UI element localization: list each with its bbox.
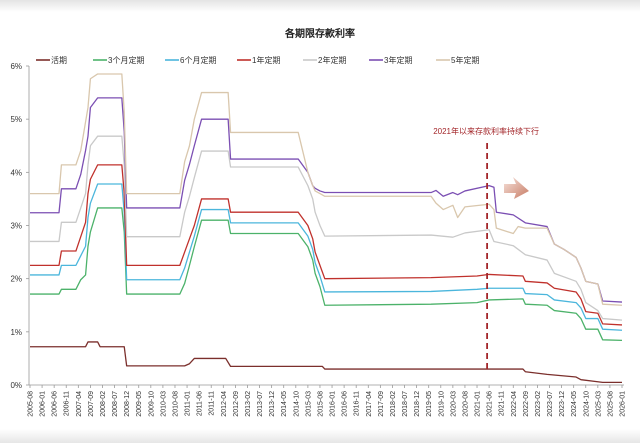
- x-tick-label: 2022-04: [511, 391, 518, 417]
- bottom-shade: [0, 429, 640, 443]
- x-tick-label: 2014-10: [293, 391, 300, 417]
- x-tick-label: 2023-02: [535, 391, 542, 417]
- x-tick-label: 2015-03: [305, 391, 312, 417]
- x-tick-label: 2005-08: [28, 391, 35, 417]
- x-tick-label: 2012-09: [233, 391, 240, 417]
- x-tick-label: 2024-10: [583, 391, 590, 417]
- annotation-text: 2021年以来存款利率持续下行: [433, 126, 539, 136]
- x-tick-label: 2016-11: [354, 391, 361, 416]
- x-tick-label: 2006-11: [64, 391, 71, 416]
- legend-label: 3年定期: [384, 55, 412, 65]
- x-tick-label: 2018-07: [402, 391, 409, 417]
- legend-label: 活期: [51, 55, 67, 65]
- x-tick-label: 2026-01: [620, 391, 627, 417]
- chart-title: 各期限存款利率: [285, 29, 355, 40]
- x-tick-label: 2021-01: [475, 391, 482, 417]
- x-tick-label: 2010-08: [172, 391, 179, 417]
- x-tick-label: 2013-12: [269, 391, 276, 417]
- x-tick-label: 2012-04: [221, 391, 228, 417]
- y-tick-label: 3%: [10, 222, 22, 231]
- x-tick-label: 2008-02: [100, 391, 107, 417]
- x-tick-label: 2020-08: [462, 391, 469, 417]
- legend-label: 5年定期: [451, 55, 479, 65]
- y-tick-label: 4%: [10, 168, 22, 177]
- x-tick-label: 2018-12: [414, 391, 421, 417]
- y-tick-label: 0%: [10, 381, 22, 390]
- x-tick-label: 2006-01: [40, 391, 47, 417]
- x-tick-label: 2011-01: [185, 391, 192, 416]
- x-tick-label: 2009-05: [136, 391, 143, 417]
- x-tick-label: 2008-12: [124, 391, 131, 417]
- x-tick-label: 2025-03: [595, 391, 602, 417]
- y-tick-label: 6%: [10, 62, 22, 71]
- x-tick-label: 2025-08: [607, 391, 614, 417]
- legend-label: 2年定期: [318, 55, 346, 65]
- x-tick-label: 2017-04: [366, 391, 373, 417]
- x-tick-label: 2018-02: [390, 391, 397, 417]
- chart-annotation: 2021年以来存款利率持续下行: [433, 126, 539, 371]
- x-tick-label: 2007-04: [76, 391, 83, 417]
- legend-label: 3个月定期: [108, 55, 144, 65]
- down-trend-arrow-icon: [504, 177, 529, 199]
- x-tick-label: 2011-11: [209, 391, 216, 416]
- y-tick-label: 1%: [10, 328, 22, 337]
- y-tick-label: 5%: [10, 115, 22, 124]
- x-tick-label: 2013-02: [245, 391, 252, 417]
- x-tick-label: 2021-11: [499, 391, 506, 416]
- series-line-3个月定期: [30, 207, 623, 341]
- x-tick-label: 2024-05: [571, 391, 578, 417]
- x-tick-label: 2013-07: [257, 391, 264, 417]
- chart-axes: 0% 1% 2% 3% 4% 5% 6% 2005-08 2006-01 2006-06 2006-…: [10, 62, 626, 417]
- x-tick-label: 2008-07: [112, 391, 119, 417]
- legend-label: 1年定期: [252, 55, 280, 65]
- series-line-5年定期: [30, 73, 623, 306]
- x-tick-label: 2022-09: [523, 391, 530, 417]
- series-line-2年定期: [30, 135, 623, 321]
- x-tick-label: 2007-09: [88, 391, 95, 417]
- top-shade: [0, 0, 640, 12]
- chart-series: [30, 73, 623, 383]
- x-tick-label: 2023-12: [559, 391, 566, 417]
- x-tick-label: 2020-03: [450, 391, 457, 417]
- x-tick-label: 2023-07: [547, 391, 554, 417]
- x-tick-label: 2016-06: [342, 391, 349, 417]
- x-tick-label: 2010-03: [160, 391, 167, 417]
- chart-legend: 活期 3个月定期 6个月定期 1年定期 2年定期 3年定期 5年定期: [36, 55, 479, 65]
- x-tick-label: 2011-06: [197, 391, 204, 416]
- legend-label: 6个月定期: [180, 55, 216, 65]
- x-tick-label: 2015-08: [317, 391, 324, 417]
- x-tick-label: 2009-10: [148, 391, 155, 417]
- x-tick-label: 2016-01: [330, 391, 337, 417]
- x-tick-label: 2021-06: [487, 391, 494, 417]
- x-tick-label: 2019-10: [438, 391, 445, 417]
- x-tick-label: 2014-05: [281, 391, 288, 417]
- y-tick-label: 2%: [10, 275, 22, 284]
- x-tick-label: 2019-05: [426, 391, 433, 417]
- series-line-1年定期: [30, 164, 623, 326]
- series-line-6个月定期: [30, 183, 623, 331]
- x-tick-label: 2006-06: [52, 391, 59, 417]
- x-tick-label: 2017-09: [378, 391, 385, 417]
- series-line-活期: [30, 341, 622, 383]
